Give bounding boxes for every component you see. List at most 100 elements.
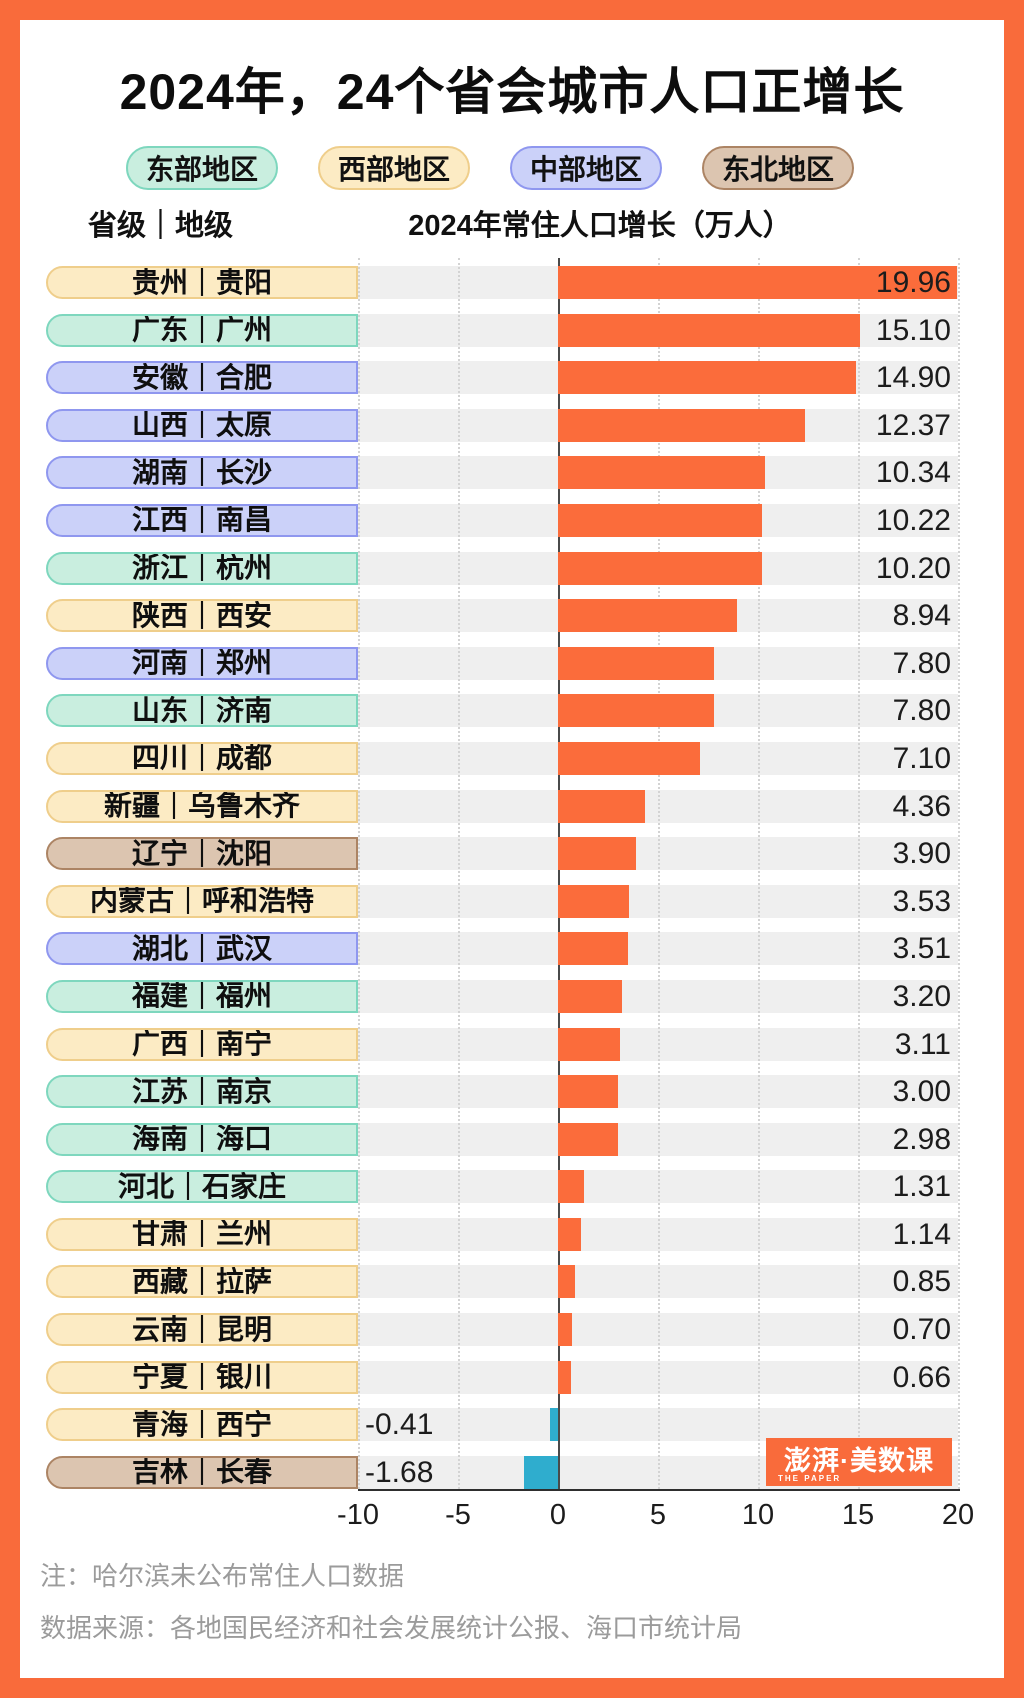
row-label-pill: 贵州｜贵阳 (46, 266, 358, 299)
value-label: 10.20 (875, 551, 951, 585)
value-bar (558, 884, 629, 918)
chart-row: 甘肃｜兰州 1.14 (46, 1217, 958, 1251)
chart-row: 新疆｜乌鲁木齐 4.36 (46, 789, 958, 823)
x-axis: -10 -5 0 5 10 15 20 (46, 1499, 974, 1533)
region-legend: 东部地区 西部地区 中部地区 东北地区 (126, 146, 855, 190)
publisher-logo-subtext: THE PAPER (778, 1474, 842, 1483)
row-label-pill: 陕西｜西安 (46, 599, 358, 633)
row-label-pill: 江西｜南昌 (46, 503, 358, 537)
value-bar (558, 1075, 618, 1109)
row-band: 8.94 (358, 599, 958, 633)
chart-row: 江西｜南昌 10.22 (46, 503, 958, 537)
axis-tick-label: 10 (741, 1499, 775, 1531)
row-label-pill: 四川｜成都 (46, 741, 358, 775)
value-label: 3.11 (894, 1027, 951, 1061)
publisher-logo: 澎湃·美数课 THE PAPER (766, 1438, 952, 1486)
row-band: 10.20 (358, 551, 958, 585)
value-bar (558, 599, 737, 633)
chart-row: 西藏｜拉萨 0.85 (46, 1265, 958, 1299)
chart-row: 安徽｜合肥 14.90 (46, 361, 958, 395)
value-label: 1.14 (892, 1217, 951, 1251)
chart-row: 辽宁｜沈阳 3.90 (46, 837, 958, 871)
row-label-pill: 辽宁｜沈阳 (46, 837, 358, 871)
value-bar (558, 551, 762, 585)
row-label-pill: 广东｜广州 (46, 313, 358, 347)
row-label-pill: 甘肃｜兰州 (46, 1217, 358, 1251)
chart-row: 湖北｜武汉 3.51 (46, 932, 958, 966)
value-label: 8.94 (892, 599, 951, 633)
value-label: -0.41 (365, 1408, 434, 1442)
value-label: 7.80 (892, 646, 951, 680)
axis-tick-label: -10 (337, 1499, 379, 1531)
value-bar (558, 837, 636, 871)
value-label: 19.96 (875, 266, 951, 299)
chart-row: 广东｜广州 15.10 (46, 313, 958, 347)
value-bar (558, 361, 856, 395)
legend-pill-central: 中部地区 (510, 146, 663, 190)
row-label-pill: 湖南｜长沙 (46, 456, 358, 490)
page-title: 2024年，24个省会城市人口正增长 (119, 64, 905, 120)
row-label-pill: 福建｜福州 (46, 979, 358, 1013)
row-label-pill: 河北｜石家庄 (46, 1170, 358, 1204)
chart-row: 内蒙古｜呼和浩特 3.53 (46, 884, 958, 918)
zero-line (558, 258, 560, 1489)
value-bar (558, 1360, 572, 1394)
value-label: 15.10 (875, 313, 951, 347)
row-label-pill: 广西｜南宁 (46, 1027, 358, 1061)
row-band: 14.90 (358, 361, 958, 395)
chart-row: 山西｜太原 12.37 (46, 408, 958, 442)
row-label-pill: 湖北｜武汉 (46, 932, 358, 966)
gridline-20 (958, 258, 960, 1489)
value-bar (558, 1170, 585, 1204)
value-label: 4.36 (892, 789, 951, 823)
value-label: 3.90 (892, 837, 951, 871)
row-label-pill: 江苏｜南京 (46, 1075, 358, 1109)
value-bar (558, 1265, 575, 1299)
row-band: 12.37 (358, 408, 958, 442)
bar-chart: 贵州｜贵阳 19.96 广东｜广州 15.10 安徽｜合肥 14.90 山西｜太原 12.37… (46, 258, 960, 1491)
chart-row: 江苏｜南京 3.00 (46, 1075, 958, 1109)
gridline-10 (758, 258, 760, 1489)
chart-row: 云南｜昆明 0.70 (46, 1313, 958, 1347)
row-label-pill: 山西｜太原 (46, 408, 358, 442)
row-band: 7.10 (358, 741, 958, 775)
gridline--10 (358, 258, 360, 1489)
legend-pill-northeast: 东北地区 (702, 146, 855, 190)
row-band: 15.10 (358, 313, 958, 347)
row-band: 10.34 (358, 456, 958, 490)
row-label-pill: 内蒙古｜呼和浩特 (46, 884, 358, 918)
chart-row: 宁夏｜银川 0.66 (46, 1360, 958, 1394)
axis-tick-label: 20 (941, 1499, 975, 1531)
value-label: 0.70 (892, 1313, 951, 1347)
row-band: 7.80 (358, 694, 958, 728)
chart-row: 山东｜济南 7.80 (46, 694, 958, 728)
value-label: 0.66 (892, 1360, 951, 1394)
row-label-pill: 新疆｜乌鲁木齐 (46, 789, 358, 823)
chart-row: 浙江｜杭州 10.20 (46, 551, 958, 585)
value-bar (558, 313, 860, 347)
row-label-pill: 浙江｜杭州 (46, 551, 358, 585)
value-bar (558, 408, 806, 442)
row-label-pill: 宁夏｜银川 (46, 1360, 358, 1394)
gridline-5 (658, 258, 660, 1489)
value-bar (558, 1313, 572, 1347)
legend-pill-east: 东部地区 (126, 146, 279, 190)
value-label: 3.53 (892, 884, 951, 918)
chart-row: 湖南｜长沙 10.34 (46, 456, 958, 490)
value-label: 3.00 (892, 1075, 951, 1109)
axis-tick-label: 5 (649, 1499, 667, 1531)
chart-row: 河北｜石家庄 1.31 (46, 1170, 958, 1204)
value-label: -1.68 (365, 1455, 434, 1489)
value-label: 0.85 (892, 1265, 951, 1299)
row-label-pill: 河南｜郑州 (46, 646, 358, 680)
chart-row: 陕西｜西安 8.94 (46, 599, 958, 633)
value-bar (558, 1027, 621, 1061)
value-label: 3.51 (892, 932, 951, 966)
value-label: 14.90 (875, 361, 951, 395)
footnote: 注：哈尔滨未公布常住人口数据 (40, 1561, 405, 1591)
value-label: 10.22 (875, 503, 951, 537)
data-source-note: 数据来源：各地国民经济和社会发展统计公报、海口市统计局 (40, 1613, 743, 1643)
row-label-pill: 安徽｜合肥 (46, 361, 358, 395)
row-label-pill: 青海｜西宁 (46, 1408, 358, 1442)
